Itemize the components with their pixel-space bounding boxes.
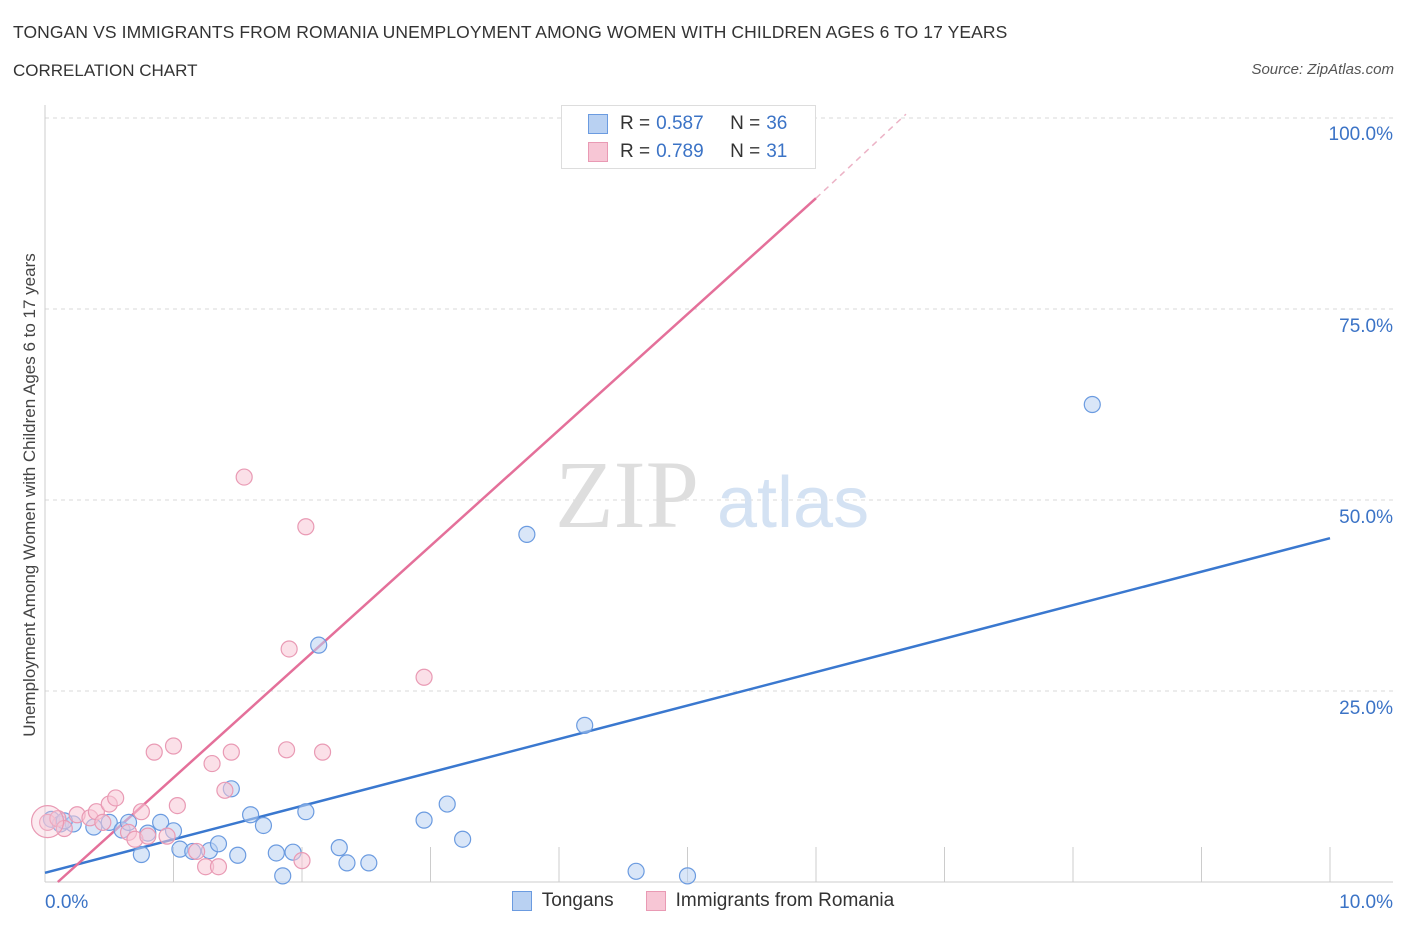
tongans-point (518, 525, 536, 543)
tongans-point (678, 867, 697, 885)
r-label: R = (620, 113, 651, 134)
romania-point (415, 668, 433, 686)
watermark-zip: ZIP (555, 441, 699, 548)
tongans-point (454, 830, 472, 848)
romania-point (277, 741, 296, 759)
r-value: 0.789 (656, 141, 704, 162)
watermark: ZIP atlas (555, 441, 869, 548)
romania-point (313, 743, 332, 761)
tongans-swatch (511, 891, 532, 911)
legend-item-romania: Immigrants from Romania (645, 890, 895, 912)
romania-point (30, 805, 65, 839)
romania-point (107, 789, 125, 807)
tick-labels: 100.0% 75.0% 50.0% 25.0% 0.0% 10.0% (45, 124, 1393, 913)
romania-trend-extension (815, 113, 907, 199)
tongans-point (132, 845, 150, 864)
romania-point (203, 754, 221, 773)
tongans-point (310, 636, 328, 654)
series-legend: Tongans Immigrants from Romania (0, 890, 1406, 912)
romania-point (216, 781, 234, 799)
romania-point (280, 640, 298, 658)
trend-lines (44, 113, 1331, 883)
x-tick-label: 10.0% (1339, 892, 1393, 913)
n-label: N = (730, 113, 761, 134)
tongans-point (267, 844, 285, 862)
romania-point (132, 803, 150, 821)
y-tick-label: 25.0% (1339, 698, 1393, 719)
tongans-trend-line (44, 536, 1331, 875)
data-points (30, 105, 1101, 885)
romania-point (297, 518, 315, 536)
legend-row-tongans: R = 0.587 N = 36 (588, 112, 787, 136)
tongans-point (229, 846, 247, 864)
source-credit: Source: ZipAtlas.com (1251, 61, 1394, 78)
tongans-point (360, 854, 378, 872)
legend-item-tongans: Tongans (511, 890, 614, 912)
romania-point (188, 842, 206, 861)
y-tick-label: 75.0% (1339, 316, 1393, 337)
tongans-point (297, 803, 315, 821)
tongans-point (438, 795, 456, 813)
romania-swatch (588, 142, 608, 162)
romania-point (158, 827, 176, 845)
stats-legend: R = 0.587 N = 36 R = 0.789 N = 31 (561, 105, 816, 169)
tongans-point (209, 835, 228, 853)
legend-label: Tongans (541, 890, 614, 911)
romania-point (168, 796, 186, 815)
romania-point (55, 819, 73, 838)
y-tick-label: 50.0% (1339, 507, 1393, 528)
tongans-point (242, 806, 260, 824)
chart-subtitle: CORRELATION CHART (13, 61, 198, 80)
chart-title: TONGAN VS IMMIGRANTS FROM ROMANIA UNEMPL… (13, 22, 1008, 42)
r-value: 0.587 (656, 113, 704, 134)
n-value: 31 (766, 141, 788, 162)
n-label: N = (730, 141, 761, 162)
tongans-point (1083, 395, 1101, 414)
legend-label: Immigrants from Romania (675, 890, 895, 911)
romania-point (164, 737, 183, 755)
romania-point (235, 468, 253, 486)
n-value: 36 (766, 113, 788, 134)
romania-point (139, 827, 157, 845)
romania-point (94, 813, 112, 832)
legend-row-romania: R = 0.789 N = 31 (588, 140, 787, 164)
tongans-point (274, 867, 292, 885)
tongans-point (415, 811, 433, 829)
x-tick-label: 0.0% (45, 892, 88, 913)
tongans-point (330, 839, 348, 857)
romania-point (293, 852, 311, 870)
romania-point (145, 743, 163, 761)
watermark-atlas: atlas (717, 463, 869, 543)
romania-point (209, 858, 228, 876)
tongans-swatch (588, 114, 608, 134)
romania-trend-line (57, 197, 817, 883)
tongans-point (338, 854, 356, 872)
romania-swatch (645, 891, 666, 911)
tongans-point (254, 816, 273, 835)
romania-point (222, 743, 240, 761)
y-tick-label: 100.0% (1329, 124, 1394, 145)
r-label: R = (620, 141, 651, 162)
grid-lines (45, 117, 1393, 692)
tongans-point (152, 813, 170, 832)
tongans-point (576, 716, 594, 734)
tongans-point (627, 862, 645, 880)
